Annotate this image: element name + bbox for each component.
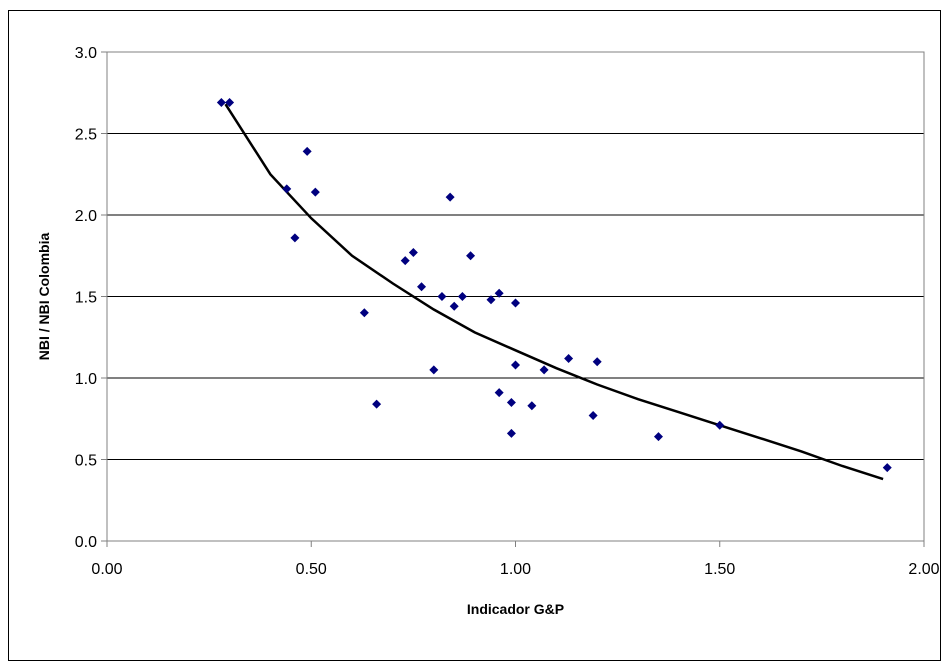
data-point <box>511 360 520 370</box>
data-point <box>400 256 410 266</box>
y-tick-label: 0.0 <box>75 534 97 551</box>
y-axis-ticks: 0.0 0.5 1.0 1.5 2.0 2.5 3.0 <box>75 45 107 551</box>
data-point <box>511 298 520 308</box>
data-point <box>225 98 235 108</box>
grid-lines <box>106 51 924 542</box>
data-point <box>282 184 292 194</box>
data-point <box>882 463 892 473</box>
scatter-chart: 0.00 0.50 1.00 1.50 2.00 0.0 0.5 1.0 1.5 2.0 2.5 3… <box>36 45 940 617</box>
x-tick-label: 0.50 <box>296 561 327 578</box>
x-tick-label: 0.00 <box>91 561 122 578</box>
x-axis-ticks: 0.00 0.50 1.00 1.50 2.00 <box>91 541 940 578</box>
data-point <box>506 428 516 438</box>
data-point <box>564 353 574 363</box>
data-point <box>437 292 447 301</box>
data-points <box>216 98 892 473</box>
chart-frame: 0.00 0.50 1.00 1.50 2.00 0.0 0.5 1.0 1.5 2.0 2.5 3… <box>8 10 941 661</box>
data-point <box>417 282 427 292</box>
y-tick-label: 2.0 <box>75 208 97 225</box>
data-point <box>466 251 476 261</box>
x-tick-label: 1.50 <box>704 561 735 578</box>
data-point <box>359 308 369 318</box>
x-tick-label: 2.00 <box>908 561 939 578</box>
data-point <box>653 432 663 442</box>
data-point <box>457 292 467 301</box>
trendline-group <box>224 103 884 481</box>
data-point <box>216 98 226 108</box>
trendline <box>224 103 884 481</box>
data-point <box>506 397 516 407</box>
data-point <box>486 295 496 305</box>
data-point <box>494 388 504 398</box>
data-point <box>527 401 537 411</box>
y-tick-label: 1.0 <box>75 371 97 388</box>
y-tick-label: 2.5 <box>75 127 97 144</box>
data-point <box>290 233 300 243</box>
data-point <box>449 301 459 311</box>
x-tick-label: 1.00 <box>500 561 531 578</box>
data-point <box>592 357 602 367</box>
data-point <box>445 192 455 202</box>
data-point <box>539 365 549 375</box>
data-point <box>429 365 439 375</box>
y-axis-title: NBI / NBI Colombia <box>36 233 52 361</box>
y-tick-label: 0.5 <box>75 453 97 470</box>
x-axis-title: Indicador G&P <box>467 601 564 617</box>
data-point <box>408 247 418 257</box>
data-point <box>310 187 320 197</box>
y-tick-label: 1.5 <box>75 290 97 307</box>
data-point <box>715 420 725 430</box>
data-point <box>372 399 382 409</box>
data-point <box>494 288 504 298</box>
data-point <box>302 146 312 156</box>
data-point <box>588 410 598 420</box>
y-tick-label: 3.0 <box>75 45 97 62</box>
